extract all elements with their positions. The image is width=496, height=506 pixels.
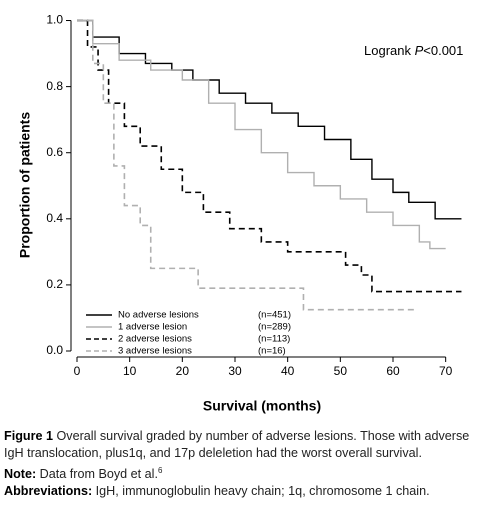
x-tick-label: 0 bbox=[74, 364, 81, 378]
x-tick-label: 30 bbox=[228, 364, 242, 378]
annotation: Logrank P<0.001 bbox=[364, 43, 463, 58]
legend-label: No adverse lesions bbox=[118, 310, 199, 321]
caption-main: Figure 1 Overall survival graded by numb… bbox=[4, 428, 492, 462]
note-text: Data from Boyd et al. bbox=[36, 467, 158, 482]
y-tick-label: 0.8 bbox=[46, 79, 63, 93]
y-tick-label: 0.4 bbox=[46, 211, 63, 225]
legend-note: (n=451) bbox=[258, 310, 291, 321]
legend-note: (n=289) bbox=[258, 322, 291, 333]
survival-curve bbox=[77, 19, 462, 220]
survival-curve bbox=[77, 19, 415, 311]
abbreviations: Abbreviations: IgH, immunoglobulin heavy… bbox=[4, 483, 492, 500]
x-tick-label: 60 bbox=[386, 364, 400, 378]
abbr-label: Abbreviations: bbox=[4, 484, 93, 499]
abbr-text: IgH, immunoglobulin heavy chain; 1q, chr… bbox=[92, 484, 430, 499]
x-axis-label: Survival (months) bbox=[203, 398, 321, 414]
note-ref: 6 bbox=[157, 466, 163, 475]
figure-label: Figure 1 bbox=[4, 429, 53, 443]
survival-curve bbox=[77, 19, 446, 250]
legend-label: 2 adverse lesions bbox=[118, 334, 192, 345]
y-tick-label: 0.6 bbox=[46, 145, 63, 159]
caption: Figure 1 Overall survival graded by numb… bbox=[4, 428, 492, 500]
x-tick-label: 20 bbox=[176, 364, 190, 378]
chart: Logrank P<0.001 Survival (months) Propor… bbox=[17, 13, 464, 414]
legend-note: (n=113) bbox=[258, 334, 290, 345]
annotation-text: Logrank bbox=[364, 43, 415, 58]
legend-label: 3 adverse lesions bbox=[118, 346, 192, 357]
x-tick-label: 70 bbox=[439, 364, 453, 378]
note-label: Note: bbox=[4, 467, 37, 482]
y-tick-label: 0.2 bbox=[46, 277, 63, 291]
note: Note: Data from Boyd et al.6 bbox=[4, 462, 492, 483]
y-tick-label: 1.0 bbox=[46, 13, 63, 27]
x-tick-label: 40 bbox=[281, 364, 295, 378]
x-tick-label: 10 bbox=[123, 364, 137, 378]
annotation-italic: P bbox=[415, 43, 424, 58]
y-axis-label: Proportion of patients bbox=[17, 112, 33, 258]
legend-note: (n=16) bbox=[258, 346, 286, 357]
survival-curve bbox=[77, 19, 462, 293]
annotation-text: <0.001 bbox=[423, 43, 463, 58]
legend-label: 1 adverse lesion bbox=[118, 322, 187, 333]
x-tick-label: 50 bbox=[334, 364, 348, 378]
caption-text: Overall survival graded by number of adv… bbox=[4, 429, 470, 460]
y-tick-label: 0.0 bbox=[46, 343, 63, 357]
